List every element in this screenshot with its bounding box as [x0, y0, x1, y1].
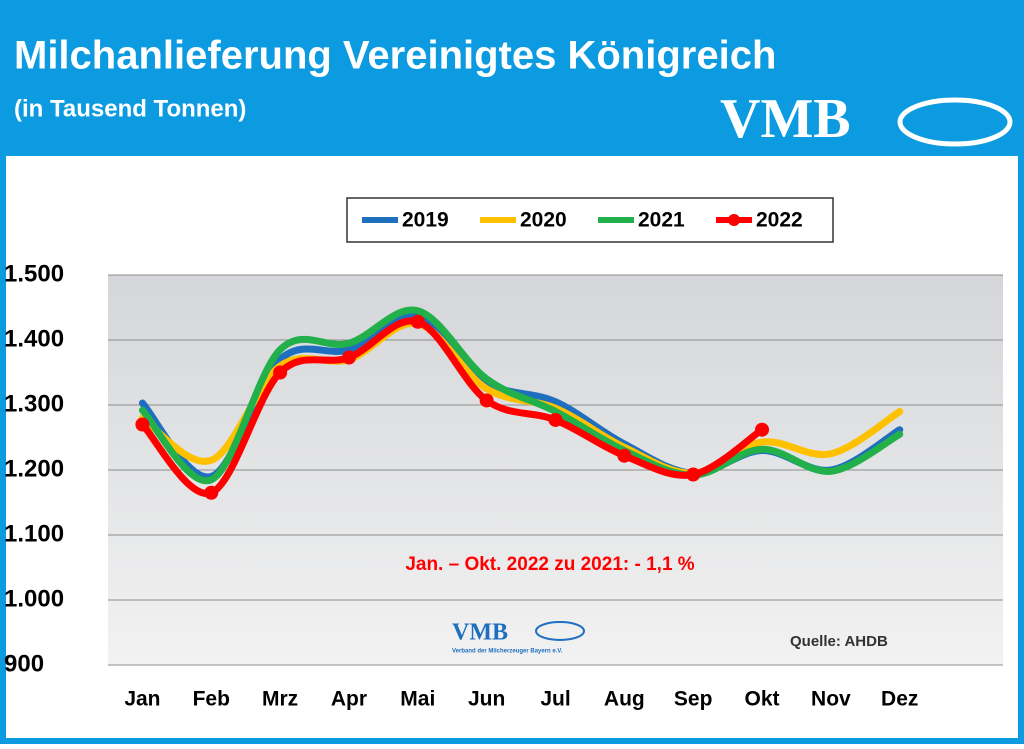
y-tick-label: 1.300 — [4, 390, 64, 417]
x-tick-label: Apr — [331, 688, 367, 711]
legend-label: 2019 — [402, 209, 449, 232]
point — [204, 485, 219, 500]
point — [479, 393, 494, 408]
y-tick-label: 1.200 — [4, 455, 64, 482]
series-line — [138, 317, 766, 497]
y-tick-label: 1.500 — [4, 260, 64, 287]
x-tick-label: Okt — [745, 688, 780, 711]
point — [617, 448, 632, 463]
chart-subtitle: (in Tausend Tonnen) — [14, 95, 246, 122]
source: Quelle: AHDB — [790, 633, 888, 650]
y-tick-label: 1.100 — [4, 520, 64, 547]
x-tick-label: Mrz — [262, 688, 298, 711]
header-band — [0, 0, 1024, 150]
logo-icon — [897, 97, 1013, 147]
legend-marker — [728, 214, 740, 226]
y-tick-label: 900 — [4, 650, 44, 677]
point — [686, 467, 701, 482]
y-tick-label: 1.000 — [4, 585, 64, 612]
lines — [135, 306, 904, 500]
legend-label: 2022 — [756, 209, 803, 232]
chart-title: Milchanlieferung Vereinigtes Königreich — [14, 34, 776, 78]
point — [548, 412, 563, 427]
x-tick-label: Jul — [540, 688, 570, 711]
logo: VMB — [720, 88, 851, 150]
x-tick-label: Feb — [193, 688, 230, 711]
x-tick-label: Aug — [604, 688, 645, 711]
annotation: Jan. – Okt. 2022 zu 2021: - 1,1 % — [405, 554, 694, 575]
point — [341, 350, 356, 365]
x-tick-label: Nov — [811, 688, 851, 711]
watermark: VMB — [452, 620, 508, 646]
point — [410, 314, 425, 329]
x-tick-label: Dez — [881, 688, 918, 711]
x-tick-label: Jun — [468, 688, 505, 711]
grid — [108, 274, 1003, 666]
watermark-subtext: Verband der Milcherzeuger Bayern e.V. — [452, 649, 563, 655]
series-line — [138, 306, 904, 485]
point — [755, 422, 770, 437]
watermark-icon — [535, 621, 585, 641]
legend-label: 2021 — [638, 209, 685, 232]
legend-label: 2020 — [520, 209, 567, 232]
point — [135, 417, 150, 432]
x-tick-label: Jan — [124, 688, 160, 711]
y-tick-label: 1.400 — [4, 325, 64, 352]
x-tick-label: Mai — [400, 688, 435, 711]
point — [273, 365, 288, 380]
x-tick-label: Sep — [674, 688, 713, 711]
